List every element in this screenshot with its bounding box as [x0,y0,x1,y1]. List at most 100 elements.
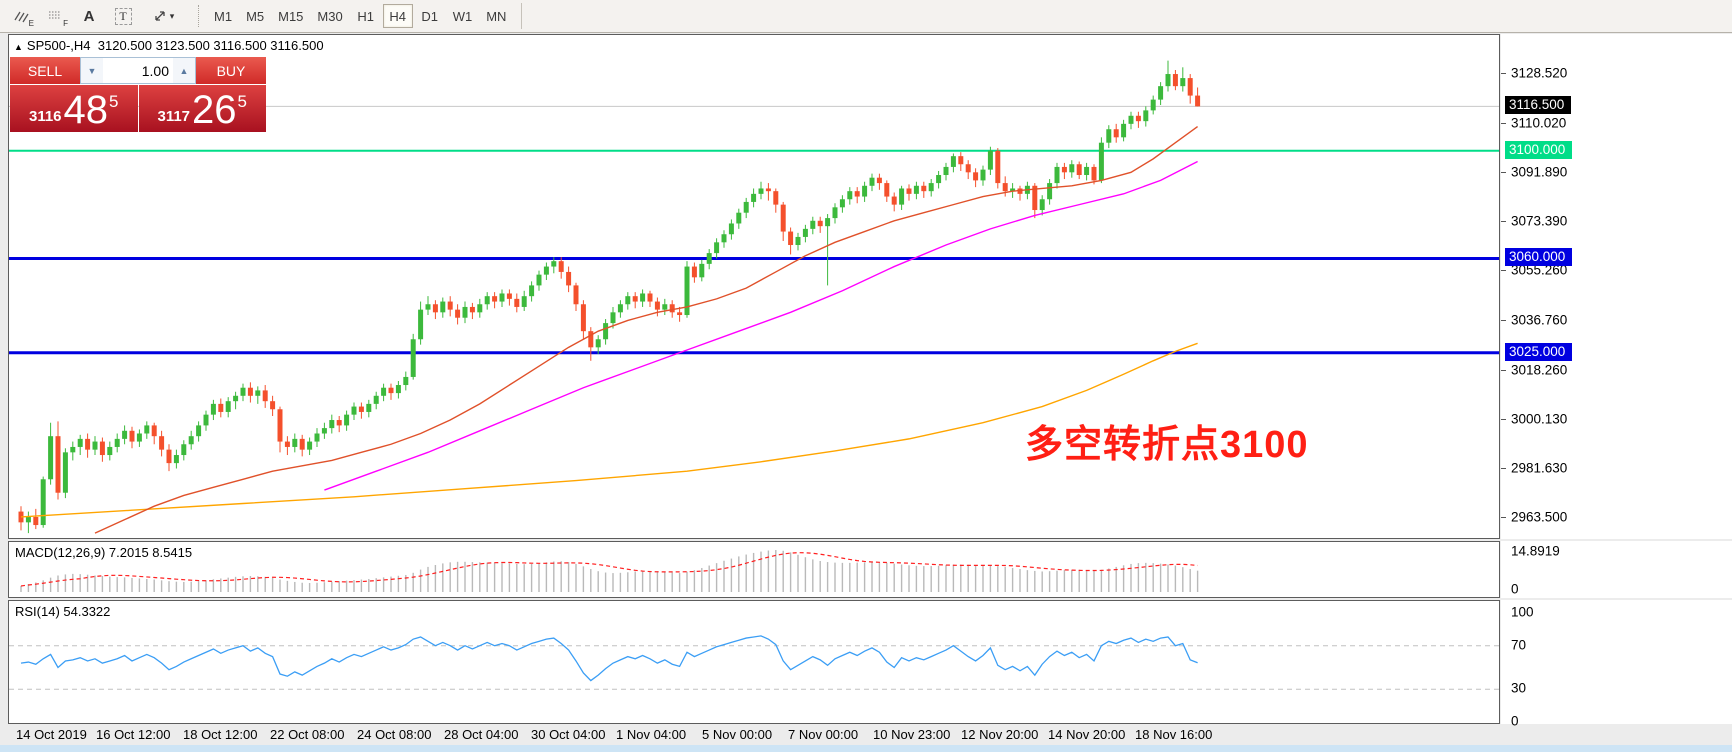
timeframe-group: M1 M5 M15 M30 H1 H4 D1 W1 MN [207,4,513,28]
dropdown-caret-icon[interactable]: ▾ [169,10,175,21]
toolbar-separator-2 [521,3,523,29]
date-axis-label: 24 Oct 08:00 [357,727,432,742]
date-axis-label: 7 Nov 00:00 [788,727,859,742]
timeframe-button-m1[interactable]: M1 [208,4,238,28]
macd-axis-label: 14.8919 [1511,543,1560,559]
symbol-title: ▲ SP500-,H4 3120.500 3123.500 3116.500 31… [14,38,324,53]
text-label-icon[interactable]: A [83,7,95,25]
timeframe-button-m5[interactable]: M5 [240,4,270,28]
chart-annotation-text: 多空转折点3100 [1025,424,1309,466]
axis-tick-label: 3018.260 [1511,362,1568,378]
top-toolbar: E F A T ▾ M1 M5 M15 M30 H1 H4 D1 W1 MN [0,0,1732,33]
axis-tick-mark [1501,320,1506,322]
volume-box: ▼ ▲ [80,57,196,84]
axis-tick-mark [1501,418,1506,420]
timeframe-button-h4[interactable]: H4 [382,4,413,28]
axis-tick-label: 3128.520 [1511,65,1568,81]
axis-tick-label: 3000.130 [1511,411,1568,427]
axis-tick-label: 2981.630 [1511,460,1568,476]
macd-axis: 14.8919 0 [1501,541,1732,598]
rsi-axis-label: 30 [1511,680,1527,696]
text-box-icon[interactable]: T [108,3,138,29]
grid-template-icon[interactable]: F [40,3,70,29]
buy-button[interactable]: BUY [196,57,266,84]
axis-tick-label: 3055.260 [1511,262,1568,278]
date-axis-label: 18 Nov 16:00 [1135,727,1213,742]
date-axis-label: 30 Oct 04:00 [531,727,606,742]
toolbar-separator [198,5,199,27]
axis-tick-mark [1501,221,1506,223]
date-axis-label: 22 Oct 08:00 [270,727,345,742]
rsi-pane: RSI(14) 54.3322 [8,600,1500,724]
timeframe-button-w1[interactable]: W1 [447,4,479,28]
sell-price-sup: 5 [109,92,119,111]
bottom-strip [0,745,1732,752]
main-chart-pane: ▲ SP500-,H4 3120.500 3123.500 3116.500 31… [8,34,1500,539]
axis-tick-label: 3036.760 [1511,312,1568,328]
date-axis-label: 12 Nov 20:00 [961,727,1039,742]
axis-tick-label: 3110.020 [1511,115,1567,131]
sell-price-small: 3116 [28,108,62,125]
timeframe-button-m30[interactable]: M30 [311,4,348,28]
indicators-icon[interactable]: E [6,3,36,29]
buy-price-sup: 5 [237,92,247,111]
price-badge: 3025.000 [1505,342,1573,361]
date-axis-label: 16 Oct 12:00 [96,727,171,742]
workspace: ▲ SP500-,H4 3120.500 3123.500 3116.500 31… [0,33,1732,752]
timeframe-button-h1[interactable]: H1 [351,4,381,28]
symbol-triangle-icon: ▲ [14,42,23,52]
macd-axis-label: 0 [1511,581,1519,597]
axis-tick-mark [1501,270,1506,272]
buy-price-display[interactable]: 3117 26 5 [138,85,266,132]
sell-price-display[interactable]: 3116 48 5 [10,85,138,132]
axis-tick-label: 2963.500 [1511,509,1568,525]
cycle-arrows-glyph [155,11,165,21]
axis-tick-mark [1501,171,1506,173]
rsi-axis-label: 70 [1511,637,1527,653]
axis-tick-mark [1501,122,1506,124]
date-axis-label: 5 Nov 00:00 [702,727,773,742]
volume-increase-button[interactable]: ▲ [173,58,195,83]
axis-tick-label: 3073.390 [1511,213,1568,229]
price-badge: 3116.500 [1505,96,1572,115]
date-axis-label: 18 Oct 12:00 [183,727,258,742]
rsi-axis: 100 70 30 0 [1501,600,1732,729]
date-axis-label: 14 Nov 20:00 [1048,727,1126,742]
date-axis-label: 1 Nov 04:00 [616,727,687,742]
indicators-icon-glyph [14,11,29,23]
price-axis-column: 3128.520 3110.020 3091.890 3073.390 3055.260… [1501,34,1732,729]
volume-decrease-button[interactable]: ▼ [81,58,103,83]
cycle-arrows-icon[interactable]: ▾ [142,3,184,29]
sell-button[interactable]: SELL [10,57,80,84]
timeframe-button-mn[interactable]: MN [480,4,512,28]
macd-surface [20,550,1199,592]
macd-pane: MACD(12,26,9) 7.2015 8.5415 [8,541,1500,598]
axis-tick-mark [1501,72,1506,74]
rsi-label: RSI(14) 54.3322 [15,604,111,619]
sell-price-big: 48 [63,88,109,132]
axis-tick-label: 3091.890 [1511,164,1568,180]
grid-icon-glyph [49,11,61,19]
timeframe-button-d1[interactable]: D1 [415,4,445,28]
symbol-ohlc: 3120.500 3123.500 3116.500 3116.500 [97,38,324,53]
price-badge: 3060.000 [1505,248,1573,267]
macd-label: MACD(12,26,9) 7.2015 8.5415 [15,545,193,560]
rsi-axis-label: 100 [1511,604,1534,620]
timeframe-button-m15[interactable]: M15 [272,4,309,28]
main-chart-surface[interactable] [9,35,1499,538]
axis-tick-mark [1501,369,1506,371]
axis-tick-mark [1501,517,1506,519]
symbol-name: SP500-,H4 [26,38,91,53]
chart-column: ▲ SP500-,H4 3120.500 3123.500 3116.500 31… [8,34,1500,748]
main-price-axis[interactable]: 3128.520 3110.020 3091.890 3073.390 3055.260… [1501,34,1732,539]
date-axis-label: 28 Oct 04:00 [444,727,519,742]
one-click-trade-panel: SELL ▼ ▲ BUY 3116 48 5 [10,57,266,132]
date-axis-label: 10 Nov 23:00 [873,727,951,742]
date-axis-label: 14 Oct 2019 [16,727,87,742]
rsi-surface [9,635,1499,690]
axis-tick-mark [1501,468,1506,470]
volume-input[interactable] [103,58,173,83]
date-axis[interactable]: 14 Oct 2019 16 Oct 12:00 18 Oct 12:00 22 Oc… [8,724,1500,748]
buy-price-small: 3117 [157,108,191,125]
